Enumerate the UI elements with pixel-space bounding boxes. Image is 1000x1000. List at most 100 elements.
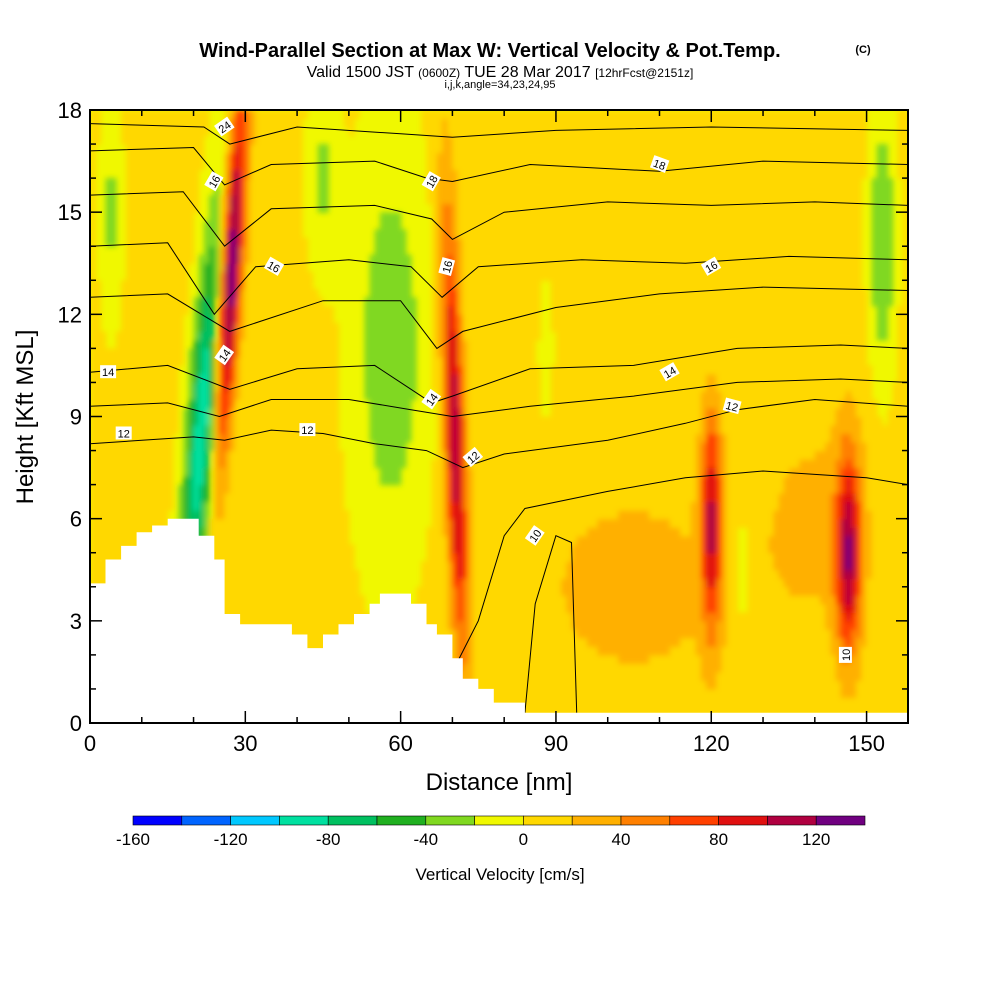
field-cell [452, 169, 459, 179]
field-cell [504, 416, 510, 426]
field-cell [235, 280, 241, 290]
field-cell [209, 425, 215, 435]
field-cell [240, 569, 246, 579]
field-cell [240, 212, 246, 222]
field-cell [302, 297, 309, 307]
field-cell [224, 314, 231, 324]
field-cell [312, 348, 319, 358]
field-cell [255, 603, 262, 613]
field-cell [524, 339, 531, 349]
field-cell [519, 527, 526, 537]
field-cell [493, 305, 500, 315]
field-cell [146, 288, 153, 298]
field-cell [121, 356, 127, 366]
field-cell [514, 339, 521, 349]
field-cell [178, 314, 184, 324]
field-cell [146, 484, 153, 494]
field-cell [219, 288, 226, 298]
field-cell [317, 450, 324, 460]
field-cell [245, 535, 252, 545]
field-cell [157, 135, 164, 145]
field-cell [271, 561, 277, 571]
field-cell [317, 203, 324, 213]
field-cell [524, 305, 531, 315]
field-cell [245, 391, 252, 401]
field-cell [141, 510, 148, 520]
field-cell [530, 518, 536, 528]
field-cell [333, 365, 340, 375]
field-cell [411, 339, 417, 349]
field-cell [266, 135, 272, 145]
field-cell [167, 280, 174, 290]
field-cell [214, 408, 221, 418]
field-cell [509, 212, 516, 222]
field-cell [183, 416, 189, 426]
field-cell [483, 595, 490, 605]
field-cell [183, 288, 189, 298]
field-cell [390, 348, 397, 358]
field-cell [229, 442, 236, 452]
field-cell [405, 339, 412, 349]
field-cell [141, 348, 148, 358]
field-cell [488, 433, 495, 443]
field-cell [146, 110, 153, 120]
field-cell [240, 493, 246, 503]
field-cell [519, 373, 526, 383]
field-cell [224, 382, 231, 392]
field-cell [317, 612, 324, 622]
field-cell [235, 501, 241, 511]
field-cell [95, 339, 101, 349]
field-cell [395, 322, 402, 332]
field-cell [333, 425, 340, 435]
field-cell [307, 518, 314, 528]
field-cell [266, 544, 272, 554]
field-cell [504, 578, 510, 588]
field-cell [172, 161, 179, 171]
field-cell [524, 425, 531, 435]
field-cell [436, 518, 443, 528]
field-cell [229, 186, 236, 196]
field-cell [514, 561, 521, 571]
field-cell [519, 246, 526, 256]
field-cell [152, 305, 158, 315]
field-cell [141, 271, 148, 281]
field-cell [266, 450, 272, 460]
field-cell [493, 356, 500, 366]
field-cell [447, 118, 453, 128]
field-cell [250, 578, 257, 588]
field-cell [224, 459, 231, 469]
field-cell [530, 195, 536, 205]
field-cell [250, 203, 257, 213]
field-cell [245, 212, 252, 222]
field-cell [183, 476, 189, 486]
field-cell [162, 280, 169, 290]
field-cell [400, 433, 407, 443]
field-cell [167, 331, 174, 341]
field-cell [436, 408, 443, 418]
field-cell [276, 467, 283, 477]
field-cell [478, 339, 485, 349]
field-cell [488, 612, 495, 622]
field-cell [467, 220, 474, 230]
field-cell [411, 365, 417, 375]
field-cell [271, 425, 277, 435]
field-cell [467, 365, 474, 375]
field-cell [281, 493, 288, 503]
field-cell [178, 322, 184, 332]
field-cell [530, 348, 536, 358]
field-cell [405, 297, 412, 307]
field-cell [519, 391, 526, 401]
field-cell [524, 144, 531, 154]
field-cell [126, 408, 132, 418]
field-cell [348, 612, 355, 622]
field-cell [483, 544, 490, 554]
field-cell [229, 271, 236, 281]
field-cell [266, 399, 272, 409]
field-cell [467, 663, 474, 673]
field-cell [131, 254, 138, 264]
field-cell [504, 459, 510, 469]
field-cell [291, 263, 298, 273]
field-cell [100, 416, 107, 426]
field-cell [203, 365, 210, 375]
field-cell [245, 297, 252, 307]
